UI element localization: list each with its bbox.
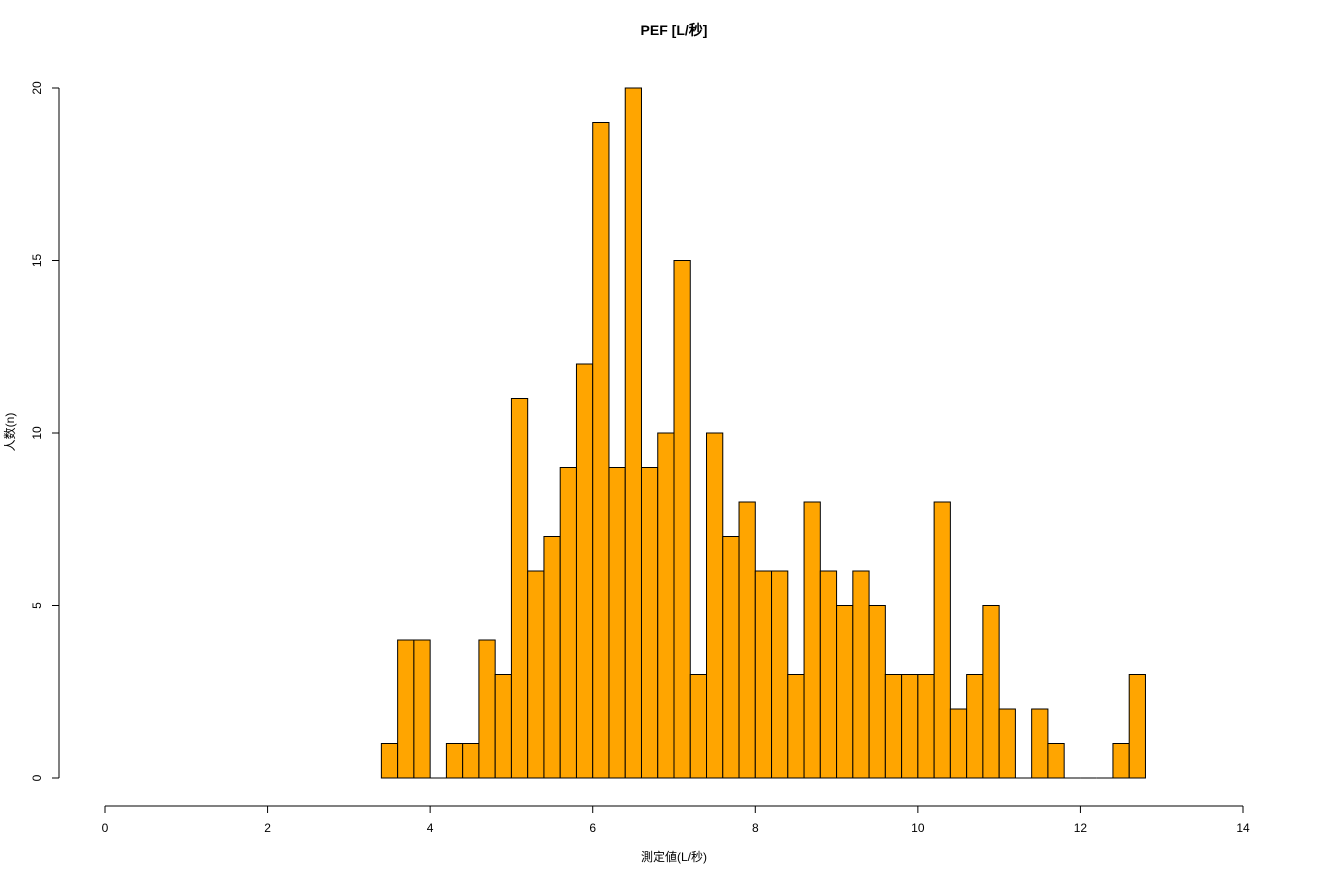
x-axis: 0 2 4 6 8 10 12 14 [102, 805, 1250, 835]
histogram-bar [787, 674, 805, 779]
histogram-bar [559, 467, 577, 779]
histogram-bar [998, 708, 1016, 779]
histogram-bar [1128, 674, 1146, 779]
histogram-bar [640, 467, 659, 779]
histogram-bar [884, 674, 903, 779]
y-axis-label: 人数(n) [2, 413, 17, 452]
histogram-bar [689, 674, 708, 779]
histogram-bar [738, 501, 756, 779]
histogram-bar [754, 570, 773, 779]
histogram-bar [445, 743, 464, 779]
histogram-bar [657, 432, 675, 779]
histogram-bar [575, 363, 594, 779]
histogram-bar [933, 501, 951, 779]
histogram-bar [510, 398, 529, 779]
histogram-bar [527, 570, 545, 779]
histogram-bar [819, 570, 838, 779]
x-tick-label: 12 [1074, 821, 1088, 835]
y-tick-label: 20 [30, 81, 44, 95]
y-tick-label: 0 [30, 774, 44, 781]
x-tick-label: 14 [1236, 821, 1250, 835]
histogram-bar [982, 605, 1000, 779]
y-tick-label: 10 [30, 426, 44, 440]
histogram-bar [1031, 708, 1049, 779]
histogram-bar [592, 122, 610, 779]
histogram-bar [722, 536, 740, 779]
histogram-bar [803, 501, 821, 779]
y-axis: 0 5 10 15 20 [30, 81, 60, 781]
histogram-bar [608, 467, 626, 779]
histogram-bar [478, 639, 496, 779]
histogram-bar [380, 743, 399, 779]
histogram-bar [673, 260, 691, 779]
histogram-bar [413, 639, 431, 779]
histogram-bar [1047, 743, 1065, 779]
histogram-bar [852, 570, 870, 779]
x-tick-label: 6 [589, 821, 596, 835]
histogram-bar [706, 432, 724, 779]
histogram-bar [494, 674, 512, 779]
x-tick-label: 4 [427, 821, 434, 835]
histogram-bar [1112, 743, 1130, 779]
histogram-bar [462, 743, 480, 779]
histogram-bar [397, 639, 415, 779]
histogram-bar [771, 570, 789, 779]
histogram-bar [917, 674, 935, 779]
x-axis-label: 測定値(L/秒) [641, 849, 707, 864]
y-tick-label: 15 [30, 254, 44, 268]
histogram-bar [868, 605, 886, 779]
histogram-bar [543, 536, 561, 779]
histogram-bar [901, 674, 919, 779]
x-tick-label: 8 [752, 821, 759, 835]
bars-group [380, 87, 1146, 779]
chart-title: PEF [L/秒] [641, 22, 708, 38]
x-tick-label: 2 [264, 821, 271, 835]
y-tick-label: 5 [30, 602, 44, 609]
histogram-bar [966, 674, 984, 779]
histogram-bar [949, 708, 968, 779]
histogram-bar [624, 87, 642, 779]
histogram-bar [836, 605, 854, 779]
x-tick-label: 0 [102, 821, 109, 835]
x-tick-label: 10 [911, 821, 925, 835]
